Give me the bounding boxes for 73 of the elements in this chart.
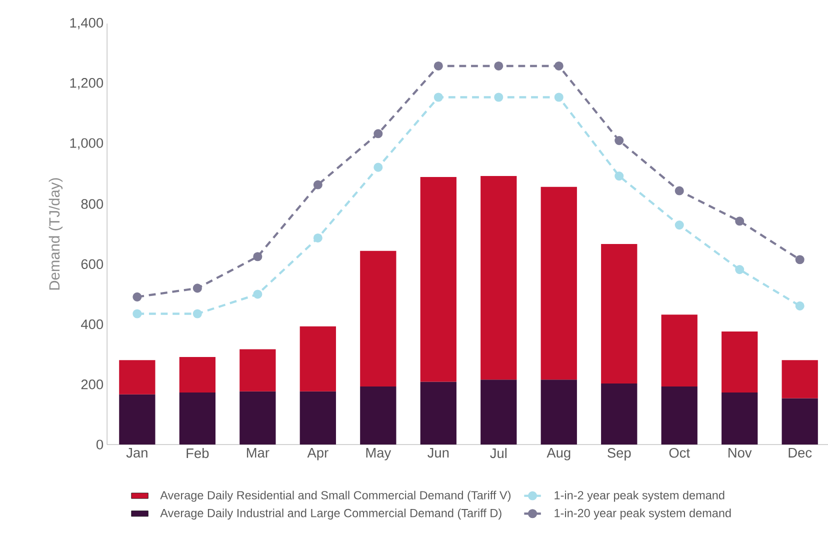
- y-tick-label: 800: [81, 199, 104, 209]
- point: [795, 302, 804, 311]
- point: [374, 129, 383, 138]
- x-tick-label: Jul: [490, 448, 506, 458]
- bar: [661, 314, 698, 387]
- point: [313, 180, 322, 190]
- x-tick-label: Oct: [669, 448, 690, 458]
- bar: [782, 398, 818, 445]
- bar: [420, 177, 456, 382]
- bar: [661, 386, 698, 445]
- bar: [240, 391, 276, 445]
- bar: [360, 251, 396, 387]
- x-tick-label: Jun: [428, 448, 449, 458]
- point: [674, 220, 684, 230]
- x-tick-label: Jan: [126, 448, 148, 458]
- bar: [179, 392, 216, 445]
- x-tick-label: Dec: [788, 448, 812, 458]
- legend-label: Average Daily Residential and Small Commercial Demand (Tariff V): [160, 490, 510, 502]
- point: [494, 62, 504, 71]
- point: [614, 172, 624, 181]
- x-tick-label: Aug: [546, 448, 570, 460]
- point: [132, 292, 142, 302]
- point: [494, 92, 504, 102]
- x-tick-label: Nov: [728, 448, 752, 458]
- y-tick-label: 1,200: [70, 78, 104, 90]
- bar: [240, 349, 276, 392]
- bar: [119, 360, 156, 394]
- point: [614, 136, 624, 146]
- bar: [300, 391, 336, 445]
- point: [313, 234, 322, 243]
- x-tick-label: Apr: [307, 448, 328, 460]
- y-tick-label: 400: [81, 320, 104, 330]
- bar: [300, 326, 336, 392]
- x-tick-label: Feb: [186, 448, 209, 458]
- point: [554, 62, 564, 71]
- bar: [119, 394, 156, 445]
- point: [374, 162, 383, 172]
- x-tick-label: Sep: [608, 448, 631, 461]
- y-tick-label: 1,000: [70, 138, 104, 150]
- point: [253, 290, 262, 299]
- point: [434, 92, 443, 102]
- y-tick-label: 1,400: [70, 18, 104, 30]
- y-tick-label: 600: [81, 259, 104, 270]
- bar: [722, 332, 758, 393]
- point: [554, 92, 564, 102]
- point: [674, 186, 684, 196]
- y-tick-label: 200: [81, 380, 104, 390]
- point: [434, 62, 443, 71]
- bar: [360, 386, 396, 445]
- legend-label: 1-in-2 year peak system demand: [554, 490, 724, 502]
- bar: [480, 380, 517, 445]
- bar: [722, 392, 758, 445]
- bar: [540, 186, 577, 380]
- bar: [601, 244, 638, 384]
- point: [192, 309, 202, 318]
- legend-label: 1-in-20 year peak system demand: [554, 508, 731, 520]
- point: [253, 252, 262, 262]
- bar: [601, 384, 638, 445]
- point: [735, 265, 744, 274]
- point: [192, 284, 202, 293]
- bar: [782, 360, 818, 398]
- bar: [420, 382, 456, 445]
- x-tick-label: May: [366, 448, 392, 460]
- bar: [480, 176, 517, 380]
- bar: [540, 380, 577, 445]
- point: [132, 309, 142, 318]
- y-tick-label: 0: [96, 440, 104, 450]
- x-tick-label: Mar: [246, 448, 270, 458]
- legend-label: Average Daily Industrial and Large Commercial Demand (Tariff D): [160, 508, 502, 520]
- y-axis-title: Demand (TJ/day): [48, 178, 63, 290]
- bar: [179, 357, 216, 393]
- point: [795, 255, 804, 264]
- point: [735, 216, 744, 226]
